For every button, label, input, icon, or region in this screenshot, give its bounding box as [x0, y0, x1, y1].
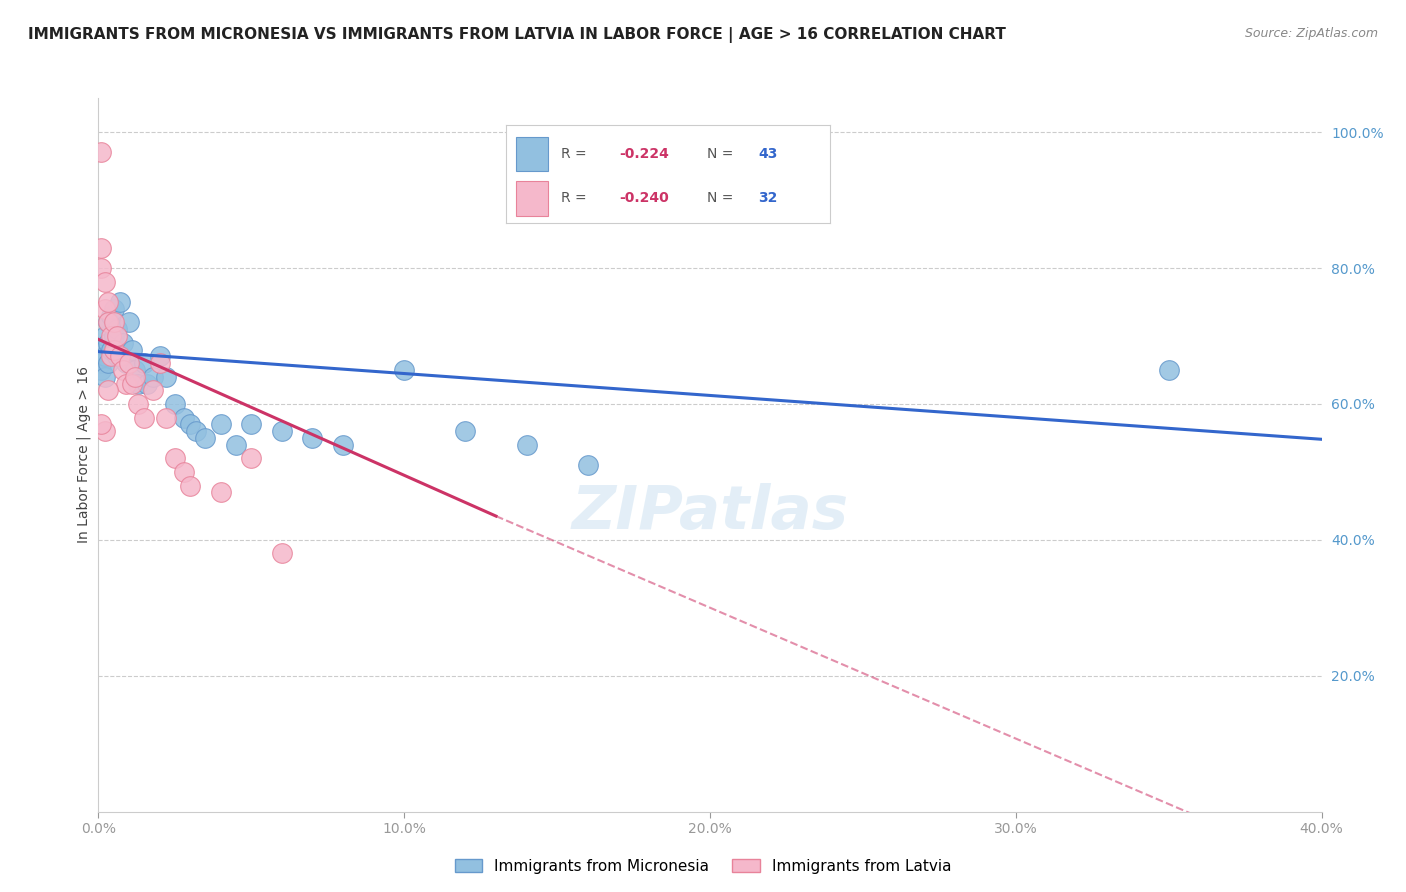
Point [240, 451, 263, 466]
Point [93, 275, 115, 289]
Point [454, 424, 477, 438]
Point [100, 329, 122, 343]
Point [1157, 363, 1180, 377]
Point [332, 438, 354, 452]
Point [97, 356, 120, 370]
Y-axis label: In Labor Force | Age > 16: In Labor Force | Age > 16 [77, 367, 91, 543]
Point [97, 384, 120, 398]
Point [173, 410, 195, 425]
Text: N =: N = [707, 147, 737, 161]
Point [90, 260, 112, 275]
Point [392, 363, 416, 377]
FancyBboxPatch shape [516, 137, 548, 171]
Point [103, 301, 125, 316]
Point [93, 301, 115, 316]
Point [118, 315, 141, 329]
Point [93, 369, 115, 384]
Point [90, 356, 112, 370]
Point [111, 335, 134, 350]
Point [124, 363, 146, 377]
Point [173, 465, 195, 479]
Point [93, 329, 115, 343]
Point [100, 350, 122, 364]
Text: ZIPatlas: ZIPatlas [571, 483, 849, 541]
Point [90, 343, 112, 357]
Point [194, 431, 217, 445]
Text: R =: R = [561, 147, 591, 161]
Text: R =: R = [561, 192, 591, 205]
Text: IMMIGRANTS FROM MICRONESIA VS IMMIGRANTS FROM LATVIA IN LABOR FORCE | AGE > 16 C: IMMIGRANTS FROM MICRONESIA VS IMMIGRANTS… [28, 27, 1007, 43]
Point [134, 410, 156, 425]
Point [270, 546, 292, 560]
Point [93, 424, 115, 438]
Point [97, 335, 120, 350]
Point [163, 397, 186, 411]
Point [136, 376, 159, 391]
Point [186, 424, 208, 438]
Point [93, 350, 115, 364]
Point [301, 431, 323, 445]
Point [100, 343, 122, 357]
Point [155, 410, 177, 425]
Point [209, 417, 232, 432]
Point [121, 343, 143, 357]
Point [105, 329, 128, 343]
Point [270, 424, 292, 438]
Point [516, 438, 538, 452]
Text: -0.224: -0.224 [619, 147, 669, 161]
Text: 32: 32 [758, 192, 778, 205]
Point [100, 309, 122, 323]
Point [115, 356, 138, 370]
Point [108, 295, 131, 310]
Point [142, 369, 165, 384]
Point [576, 458, 599, 472]
Text: 43: 43 [758, 147, 778, 161]
Point [149, 356, 172, 370]
Point [103, 315, 125, 329]
Point [155, 369, 177, 384]
Point [115, 376, 138, 391]
Point [90, 363, 112, 377]
Point [127, 376, 149, 391]
Point [103, 343, 125, 357]
Point [127, 397, 149, 411]
Point [108, 350, 131, 364]
Point [179, 478, 201, 492]
Point [111, 363, 134, 377]
FancyBboxPatch shape [516, 181, 548, 216]
Legend: Immigrants from Micronesia, Immigrants from Latvia: Immigrants from Micronesia, Immigrants f… [449, 853, 957, 880]
Point [105, 322, 128, 336]
Point [90, 145, 112, 160]
Point [142, 384, 165, 398]
Point [149, 350, 172, 364]
Point [90, 241, 112, 255]
Point [134, 356, 156, 370]
Point [225, 438, 247, 452]
Point [103, 329, 125, 343]
Point [97, 315, 120, 329]
Point [97, 315, 120, 329]
Point [163, 451, 186, 466]
Point [118, 356, 141, 370]
Point [121, 376, 143, 391]
Point [105, 350, 128, 364]
Text: Source: ZipAtlas.com: Source: ZipAtlas.com [1244, 27, 1378, 40]
Point [209, 485, 232, 500]
Point [124, 369, 146, 384]
Point [240, 417, 263, 432]
Text: -0.240: -0.240 [619, 192, 669, 205]
Point [179, 417, 201, 432]
Point [97, 295, 120, 310]
Point [90, 417, 112, 432]
Text: N =: N = [707, 192, 737, 205]
